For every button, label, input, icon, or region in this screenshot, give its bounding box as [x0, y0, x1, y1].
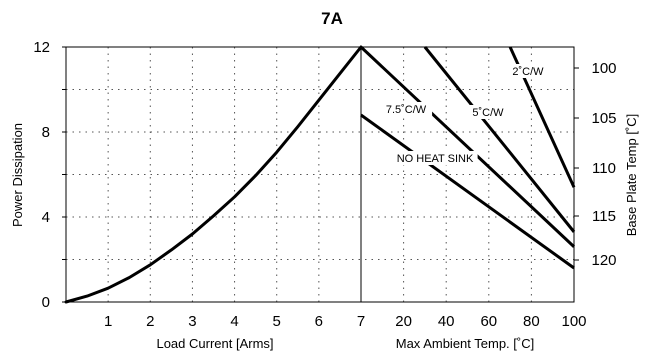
x-tick-label: 6 [315, 313, 323, 330]
x-tick-label-ambient: 20 [395, 313, 412, 330]
label-2cw-bg [508, 64, 548, 78]
x-tick-label-ambient: 80 [523, 313, 540, 330]
label-5cw: 5˚C/W [472, 107, 504, 119]
label-no-heat-sink: NO HEAT SINK [397, 153, 474, 165]
y-tick-label-right: 120 [591, 252, 616, 269]
chart-title: 7A [321, 9, 343, 28]
label-7-5cw: 7.5˚C/W [386, 104, 427, 116]
label-5cw-bg [468, 105, 508, 119]
y-tick-label: 4 [42, 209, 50, 226]
grid [66, 47, 574, 302]
y-tick-label-right: 105 [591, 110, 616, 127]
x-tick-label-ambient: 40 [438, 313, 455, 330]
y-tick-label: 8 [42, 124, 50, 141]
x-tick-label-ambient: 100 [561, 313, 586, 330]
power-dissipation-curve [64, 45, 363, 304]
x-tick-label: 2 [146, 313, 154, 330]
y-tick-label: 12 [33, 39, 50, 56]
derating-line-no-heat-sink [360, 113, 575, 270]
x-axis-title-load-current: Load Current [Arms] [156, 336, 273, 351]
x-axis-title-ambient-temp: Max Ambient Temp. [˚C] [396, 336, 534, 351]
label-no-heat-sink-bg [392, 151, 478, 165]
plot-frame [62, 46, 575, 303]
x-tick-label: 7 [357, 313, 365, 330]
y-tick-label: 0 [42, 294, 50, 311]
y-tick-label-right: 100 [591, 60, 616, 77]
derating-line-7-5cw [359, 45, 576, 248]
label-2cw: 2˚C/W [512, 66, 544, 78]
derating-line-5cw [423, 46, 576, 233]
label-7-5cw-bg [379, 102, 433, 116]
y-tick-label-right: 115 [592, 208, 616, 225]
y-axis-title-power: Power Dissipation [10, 123, 25, 227]
x-tick-label: 1 [104, 313, 112, 330]
x-tick-label: 4 [230, 313, 238, 330]
x-tick-label: 3 [188, 313, 196, 330]
y-axis-title-base-plate: Base Plate Temp [˚C] [624, 114, 639, 237]
y-tick-label-right: 110 [592, 160, 616, 177]
x-tick-label-ambient: 60 [480, 313, 497, 330]
curves [64, 45, 576, 304]
x-tick-label: 5 [273, 313, 281, 330]
annotations: 7.5˚C/W 5˚C/W 2˚C/W NO HEAT SINK [379, 64, 548, 165]
